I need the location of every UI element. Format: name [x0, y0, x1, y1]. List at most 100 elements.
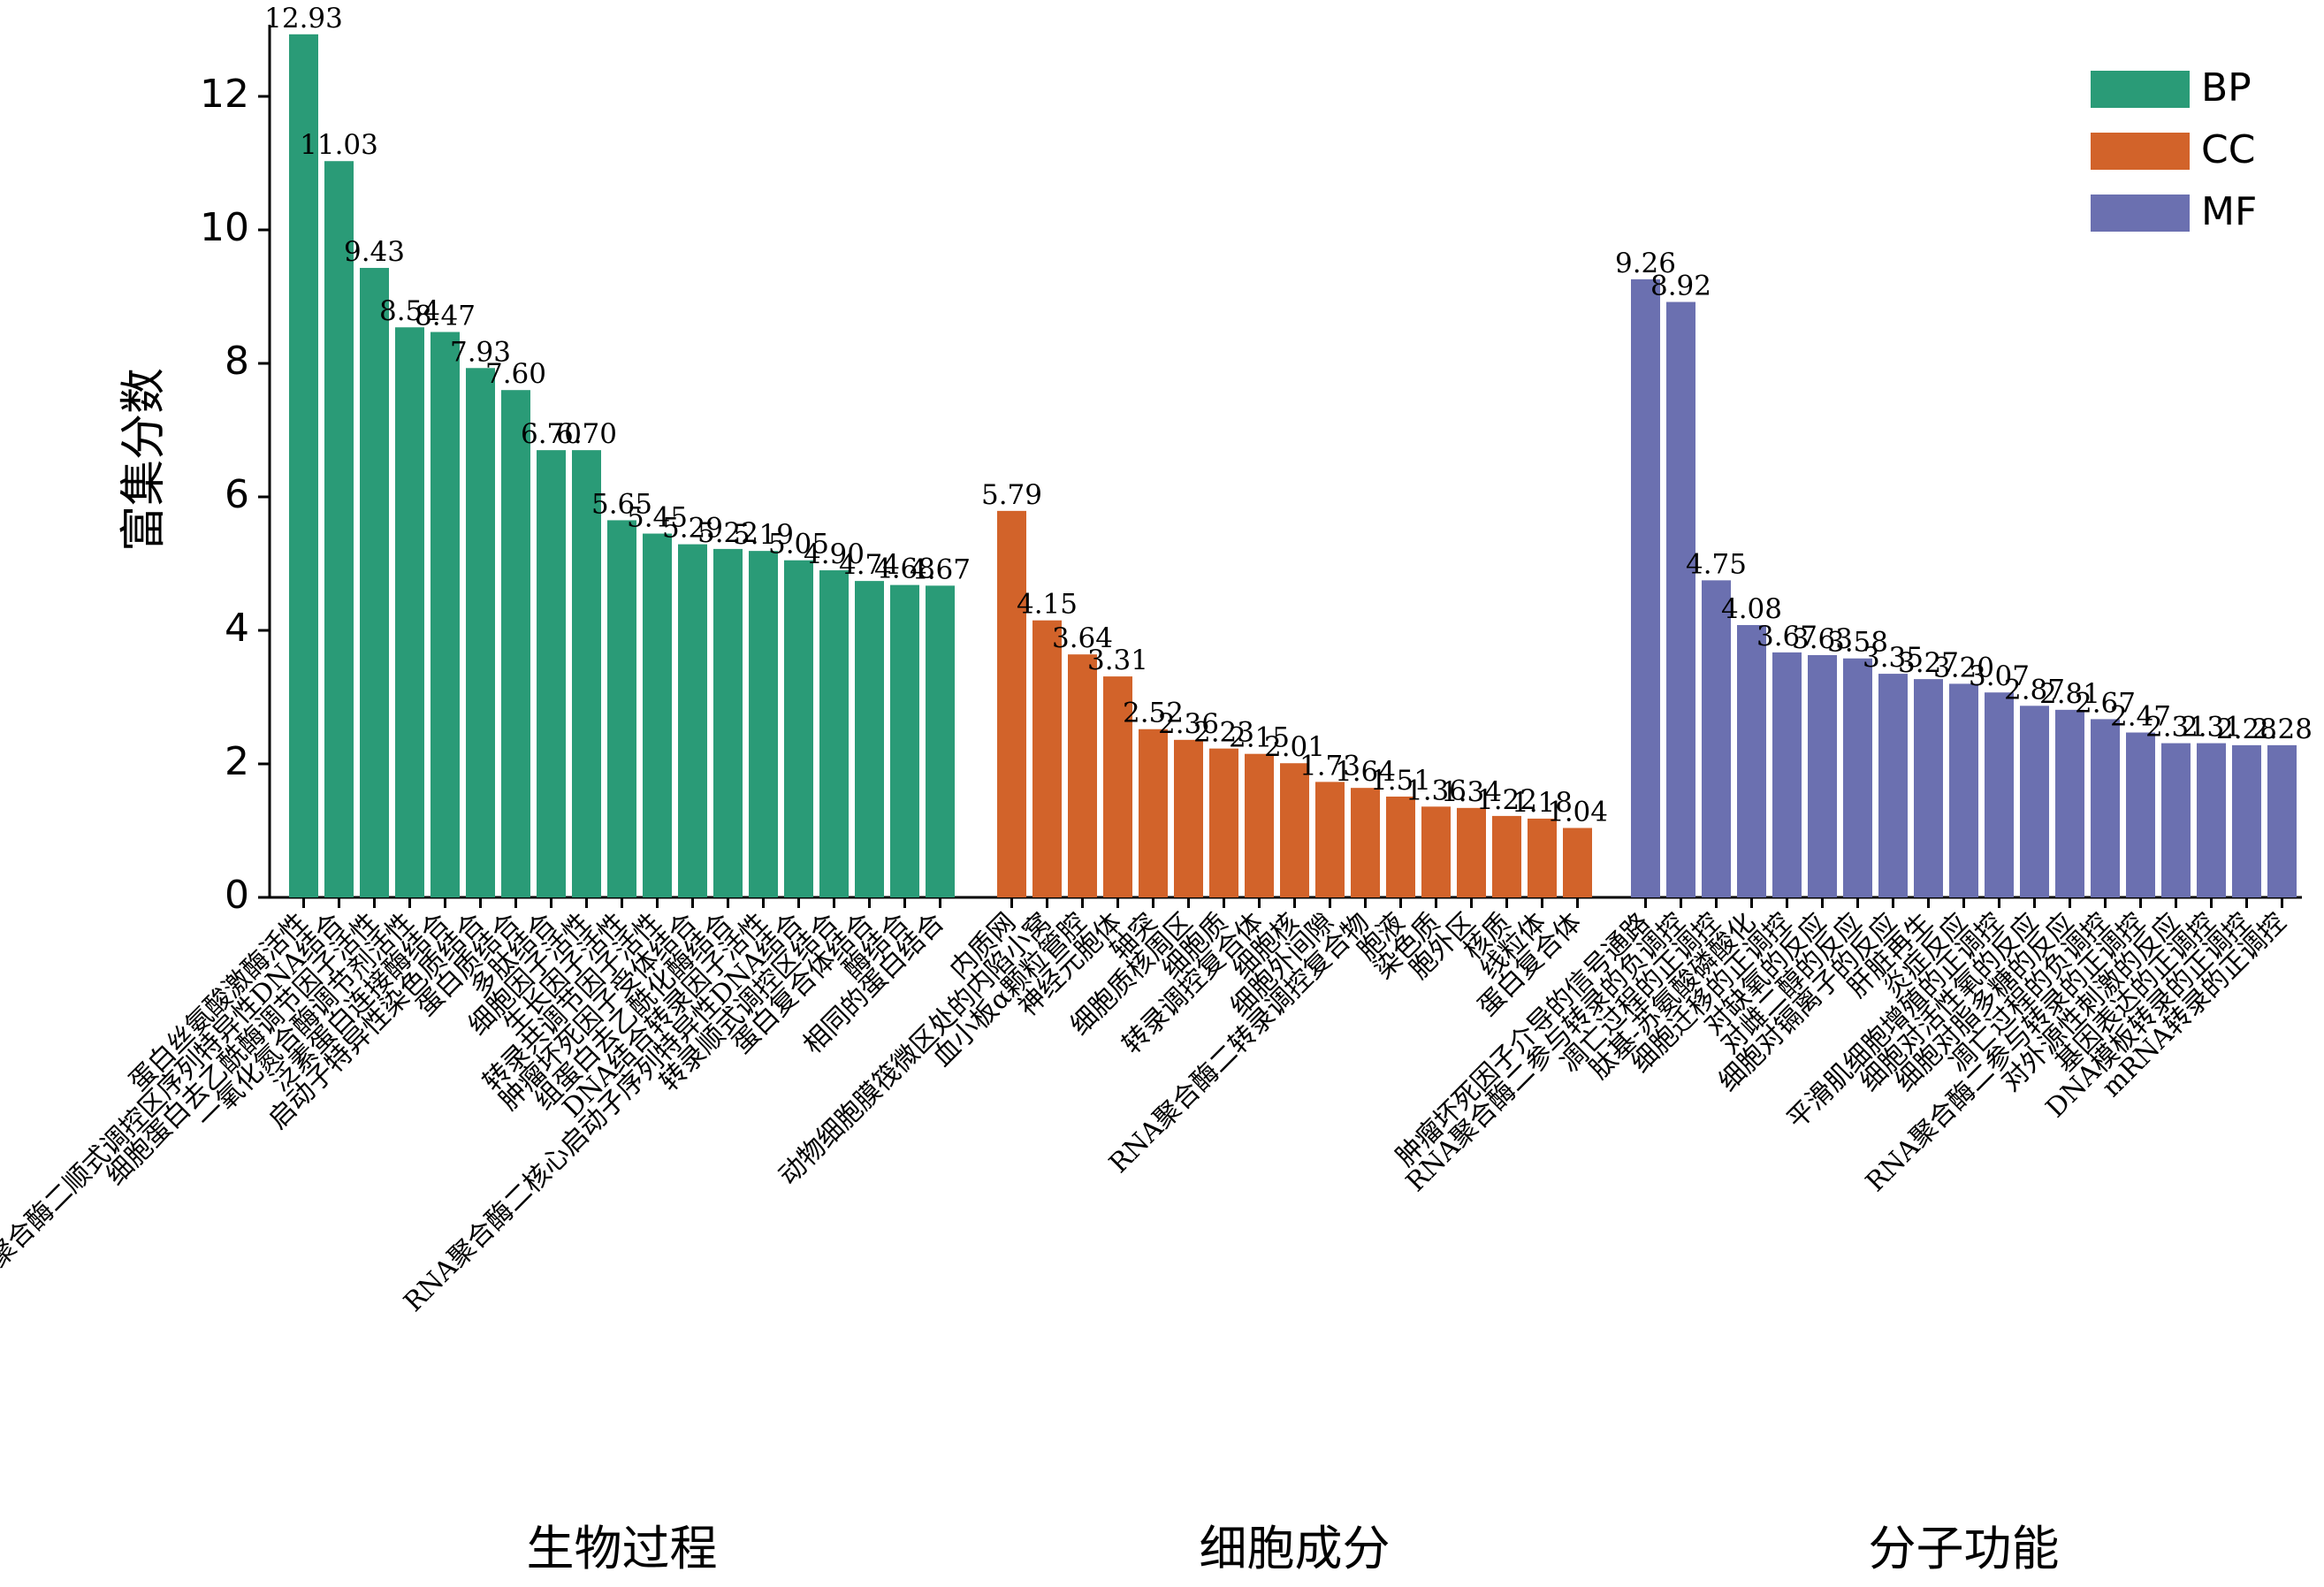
- legend-label-bp: BP: [2201, 65, 2252, 111]
- legend-label-mf: MF: [2201, 189, 2257, 234]
- bar-cc: [1386, 796, 1415, 897]
- bar-value-label: 4.67: [910, 553, 971, 585]
- bar-value-label: 1.73: [1299, 750, 1360, 782]
- bar-value-label: 8.47: [415, 301, 476, 332]
- bar-cc: [1103, 676, 1132, 897]
- bar-value-label: 2.28: [2252, 713, 2313, 745]
- bar-bp: [749, 551, 778, 897]
- bar-value-label: 2.23: [1193, 717, 1254, 749]
- legend-swatch-cc: [2091, 133, 2190, 170]
- bar-mf: [2161, 743, 2191, 897]
- legend-swatch-bp: [2091, 71, 2190, 108]
- bar-mf: [2055, 709, 2084, 897]
- bar-value-label: 9.26: [1615, 248, 1676, 279]
- bar-value-label: 3.27: [1898, 647, 1959, 679]
- bar-cc: [1563, 828, 1592, 897]
- bar-value-label: 2.47: [2110, 701, 2171, 733]
- bar-cc: [1174, 739, 1203, 897]
- bar-mf: [1808, 654, 1837, 897]
- bar-mf: [1985, 692, 2014, 897]
- bar-cc: [1351, 788, 1380, 897]
- bar-mf: [1737, 624, 1766, 897]
- bar-cc: [1068, 654, 1097, 897]
- bar-bp: [819, 570, 849, 897]
- bar-value-label: 4.90: [804, 538, 865, 570]
- bar-value-label: 4.15: [1017, 589, 1078, 621]
- bar-value-label: 1.34: [1441, 776, 1502, 808]
- group-labels-layer: 生物过程 细胞成分 分子功能: [527, 1521, 2060, 1576]
- bar-value-label: 7.93: [450, 336, 511, 368]
- bar-mf: [1878, 674, 1908, 897]
- bar-mf: [1843, 658, 1872, 897]
- group-label-cc: 细胞成分: [1200, 1521, 1391, 1576]
- bar-value-label: 7.60: [485, 358, 546, 390]
- bar-value-label: 3.63: [1792, 623, 1853, 655]
- y-tick-label: 6: [225, 472, 249, 517]
- bar-value-label: 11.03: [300, 129, 378, 161]
- bar-mf: [2126, 732, 2155, 897]
- bar-value-label: 5.29: [662, 513, 723, 545]
- bar-value-label: 3.20: [1933, 652, 1994, 683]
- bar-value-label: 2.15: [1229, 722, 1290, 754]
- bar-bp: [890, 584, 919, 897]
- bar-value-label: 4.68: [874, 553, 935, 585]
- bar-mf: [1914, 679, 1943, 897]
- bar-bp: [678, 544, 707, 897]
- bar-value-label: 1.51: [1370, 765, 1431, 797]
- y-tick-label: 12: [200, 72, 249, 117]
- bar-value-label: 1.36: [1406, 774, 1467, 806]
- legend-swatch-mf: [2091, 195, 2190, 232]
- bar-cc: [1280, 763, 1309, 897]
- bar-cc: [1139, 729, 1168, 897]
- bar-value-label: 4.08: [1721, 593, 1782, 625]
- y-tick-label: 0: [225, 873, 249, 918]
- legend: BP CC MF: [2091, 65, 2257, 234]
- bar-cc: [1492, 815, 1521, 897]
- bar-value-label: 8.54: [379, 295, 440, 327]
- bar-cc: [1032, 620, 1062, 897]
- category-labels-layer: 蛋白丝氨酸激酶活性RNA聚合酶二顺式调控区序列特异性DNA结合细胞蛋白去乙酰酶调…: [0, 907, 2292, 1318]
- bar-value-label: 1.18: [1512, 787, 1573, 819]
- value-labels-layer: 12.93 11.03 9.43 8.548.47 7.937.60 6.706.70 5.…: [264, 3, 2313, 828]
- bar-value-label: 4.75: [1686, 548, 1747, 580]
- bar-bp: [431, 332, 460, 897]
- bar-value-label: 2.52: [1123, 698, 1184, 729]
- bar-bp: [289, 34, 318, 898]
- bar-mf: [2197, 743, 2226, 897]
- bar-value-label: 2.87: [2004, 674, 2065, 706]
- bar-value-label: 2.31: [2181, 712, 2242, 744]
- bar-value-label: 3.58: [1827, 627, 1888, 659]
- bar-value-label: 2.36: [1158, 708, 1219, 740]
- bar-value-label: 3.64: [1052, 622, 1113, 654]
- group-label-mf: 分子功能: [1869, 1521, 2060, 1576]
- bar-value-label: 6.70: [556, 418, 617, 450]
- bar-mf: [1702, 580, 1731, 897]
- bar-value-label: 5.79: [981, 479, 1042, 511]
- bar-value-label: 4.74: [839, 549, 900, 581]
- bar-value-label: 5.19: [733, 519, 794, 551]
- bar-bp: [466, 368, 495, 897]
- bar-value-label: 2.28: [2216, 713, 2277, 745]
- bar-value-label: 2.67: [2075, 687, 2136, 719]
- bar-value-label: 3.35: [1863, 642, 1924, 674]
- bar-value-label: 5.22: [697, 517, 758, 549]
- bar-value-label: 1.64: [1335, 756, 1396, 788]
- bar-bp: [360, 268, 389, 897]
- bar-mf: [1949, 683, 1978, 897]
- bar-bp: [572, 450, 601, 897]
- y-tick-label: 2: [225, 739, 249, 784]
- bar-mf: [1772, 652, 1802, 897]
- bar-value-label: 9.43: [344, 236, 405, 268]
- bar-value-label: 12.93: [264, 3, 343, 34]
- bar-cc: [1421, 806, 1451, 897]
- bar-value-label: 2.01: [1264, 731, 1325, 763]
- bar-cc: [1315, 782, 1345, 897]
- bar-mf: [2267, 744, 2297, 897]
- bar-bp: [537, 450, 566, 897]
- bar-value-label: 5.45: [627, 502, 688, 534]
- bar-mf: [1631, 278, 1660, 897]
- bar-bp: [501, 390, 530, 897]
- legend-label-cc: CC: [2201, 127, 2255, 172]
- bar-value-label: 2.81: [2039, 678, 2100, 710]
